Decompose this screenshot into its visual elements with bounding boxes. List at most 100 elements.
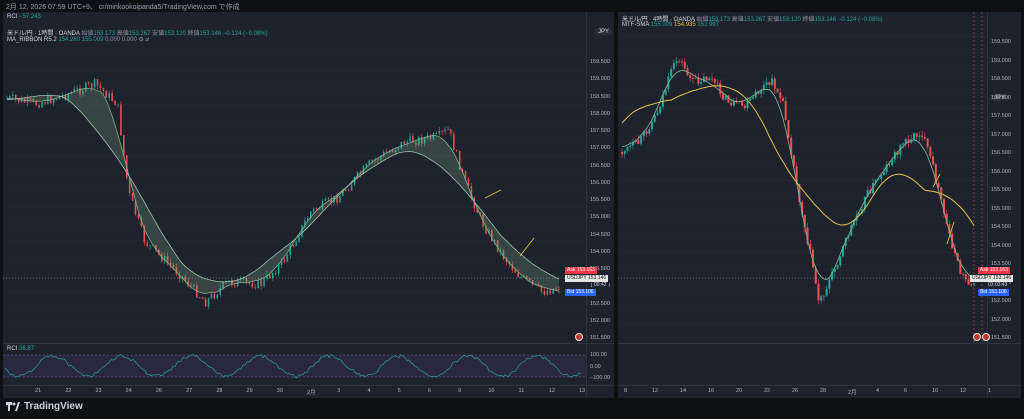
candle-body: [937, 182, 940, 188]
candle-body: [15, 95, 17, 100]
candle-body: [280, 259, 283, 265]
left-chart-panel[interactable]: RCI −57.243 米ドル/円 · 1時間 · OANDA 始値153.17…: [3, 12, 614, 398]
eye-slash-icon[interactable]: ⌀: [145, 37, 150, 43]
left-price-axis-border: [586, 12, 587, 398]
candle-body: [540, 285, 543, 292]
candle-body: [137, 214, 140, 219]
tradingview-logo[interactable]: TradingView: [6, 401, 83, 412]
candle-body: [461, 169, 464, 172]
candle-body: [790, 137, 793, 156]
right-symbol-legend[interactable]: 米ドル/円 · 4時間 · OANDA 始値153.173 高値153.267 …: [622, 14, 883, 23]
candle-body: [546, 290, 549, 295]
time-tick: 12: [548, 388, 555, 394]
right-close-val: 153.146: [814, 17, 837, 23]
candle-body: [839, 256, 842, 266]
candle-body: [479, 212, 481, 215]
candle-body: [962, 273, 965, 275]
price-tick: 157.500: [590, 128, 610, 134]
right-indicator-legend[interactable]: MTF-SMA 155.009 154.935 152.997: [622, 22, 720, 28]
candle-body: [61, 95, 64, 97]
ma-ribbon-fill: [7, 88, 559, 294]
candle-body: [809, 243, 812, 250]
right-currency-badge[interactable]: JPY: [991, 95, 1009, 101]
price-tick: 159.000: [991, 57, 1011, 64]
candle-body: [708, 78, 711, 81]
left-price-chart[interactable]: [3, 12, 614, 398]
time-tick: 26: [155, 388, 162, 394]
candle-body: [377, 159, 379, 161]
candle-body: [812, 249, 815, 268]
candle-body: [274, 273, 277, 274]
rci-line: [4, 353, 582, 379]
time-tick: 27: [186, 388, 193, 394]
rci-oscillator[interactable]: [3, 344, 586, 384]
left-symbol-legend[interactable]: 米ドル/円 · 1時間 · OANDA 始値153.173 高値153.267 …: [7, 28, 268, 37]
candle-body: [213, 294, 216, 299]
candle-body: [412, 136, 414, 143]
left-open-val: 153.173: [93, 31, 116, 37]
candle-body: [784, 100, 787, 120]
price-tick: 156.500: [590, 162, 610, 169]
candle-body: [266, 274, 268, 279]
candle-body: [155, 245, 157, 250]
right-close-key: 終値: [802, 17, 815, 23]
candle-body: [380, 155, 382, 160]
candle-body: [146, 242, 148, 247]
right-last-price-badge: USDJPY 153.146: [970, 275, 1014, 282]
candle-body: [719, 83, 722, 94]
candle-body: [721, 93, 724, 100]
candle-body: [47, 95, 49, 104]
candle-body: [768, 82, 771, 85]
candle-body: [888, 164, 891, 166]
candle-body: [743, 105, 746, 109]
price-tick: 157.500: [991, 113, 1011, 119]
candle-body: [44, 102, 46, 104]
settings-icon[interactable]: ⚙: [138, 37, 144, 43]
right-chart-panel[interactable]: 米ドル/円 · 4時間 · OANDA 始値153.173 高値153.267 …: [618, 12, 1021, 398]
price-tick: 155.500: [991, 187, 1011, 193]
candle-body: [26, 97, 29, 103]
price-tick: 152.000: [991, 316, 1011, 323]
trendline-drawing: [519, 237, 535, 257]
candle-body: [517, 272, 519, 278]
candle-body: [222, 282, 224, 289]
event-flag-icon[interactable]: [575, 333, 583, 341]
candle-body: [787, 119, 790, 138]
candle-body: [648, 129, 651, 134]
ma-ribbon-title: MA_RIBBON R5.2: [7, 37, 57, 43]
candle-body: [702, 76, 705, 83]
candle-body: [675, 61, 678, 64]
left-currency-badge[interactable]: JPY: [595, 29, 613, 35]
candle-body: [298, 236, 300, 242]
candle-body: [891, 159, 894, 166]
candle-body: [716, 82, 719, 84]
candle-body: [242, 278, 245, 280]
left-last-price-badge: USDJPY 153.146: [565, 275, 609, 282]
rci-top-label: RCI −57.243: [7, 14, 41, 20]
candle-body: [131, 193, 134, 201]
right-price-chart[interactable]: [618, 12, 1021, 398]
rci-pane-legend[interactable]: RCI 36.87: [7, 346, 35, 352]
candle-body: [757, 91, 760, 94]
left-indicator-legend[interactable]: MA_RIBBON R5.2 154.260 155.009 0.000 0.0…: [7, 37, 150, 43]
candle-body: [689, 75, 692, 78]
candle-body: [798, 184, 801, 203]
event-flag-icon-1[interactable]: [973, 333, 981, 341]
price-tick: 158.000: [991, 94, 1011, 101]
candle-body: [967, 279, 970, 285]
candle-body: [108, 93, 110, 98]
candle-body: [511, 264, 514, 270]
candle-body: [918, 135, 921, 137]
candle-body: [90, 83, 93, 88]
candle-body: [874, 179, 877, 183]
candle-body: [201, 297, 204, 300]
price-tick: 159.500: [991, 39, 1011, 45]
candle-body: [664, 89, 667, 95]
candle-body: [806, 227, 809, 244]
candle-body: [629, 145, 632, 147]
left-open-key: 始値: [81, 31, 94, 37]
candle-body: [269, 274, 271, 278]
event-flag-icon-2[interactable]: [982, 333, 990, 341]
candle-body: [923, 137, 926, 139]
candle-body: [239, 279, 242, 280]
